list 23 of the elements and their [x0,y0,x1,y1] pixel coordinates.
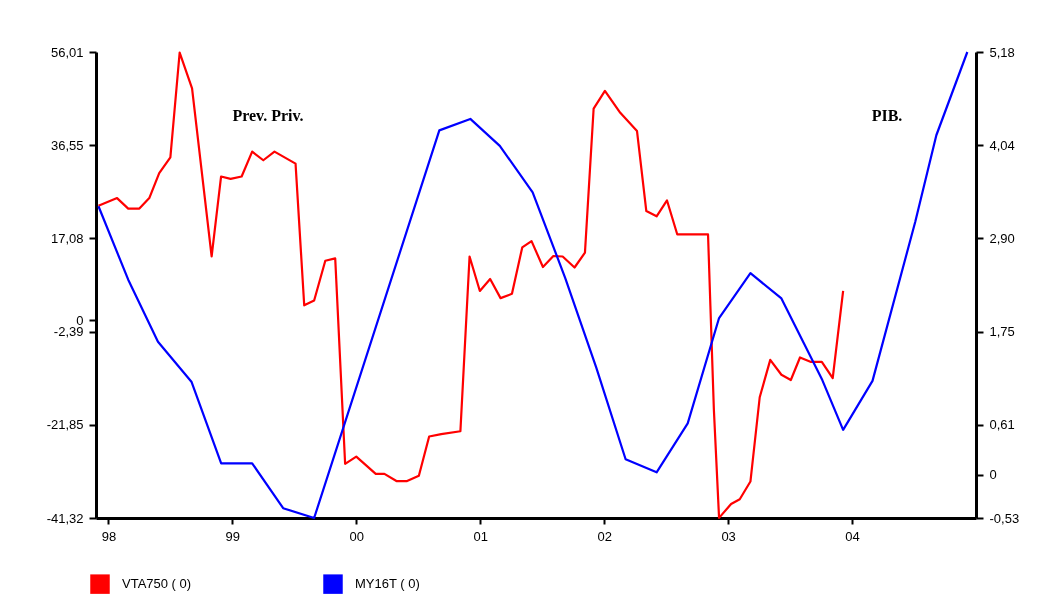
y2-tick-label: 0 [989,467,997,483]
y2-tick-label: 2,90 [989,230,1015,246]
y2-tick-label: 0,61 [989,417,1015,433]
x-tick-label: 02 [597,528,612,544]
x-tick-label: 00 [349,528,365,544]
y-tick-label: 36,55 [50,137,84,153]
legend-label: MY16T ( 0) [355,576,420,592]
y-tick-label: 56,01 [50,44,84,60]
legend-label: VTA750 ( 0) [122,576,192,592]
y-tick-label: 17,08 [50,230,84,246]
x-tick-label: 03 [721,528,736,544]
y2-tick-label: 1,75 [989,324,1015,340]
x-tick-label: 01 [473,528,488,544]
annotation: Prev. Priv. [232,107,304,124]
x-tick-label: 99 [225,528,241,544]
x-tick-label: 04 [845,528,860,544]
y2-tick-label: 5,18 [989,44,1015,60]
y-tick-label: -21,85 [46,417,84,433]
annotation: PIB. [871,107,903,124]
y-tick-label: -41,32 [46,510,84,526]
y2-tick-label: 4,04 [989,137,1015,153]
x-tick-label: 98 [101,528,117,544]
y2-tick-label: -0,53 [989,510,1020,526]
